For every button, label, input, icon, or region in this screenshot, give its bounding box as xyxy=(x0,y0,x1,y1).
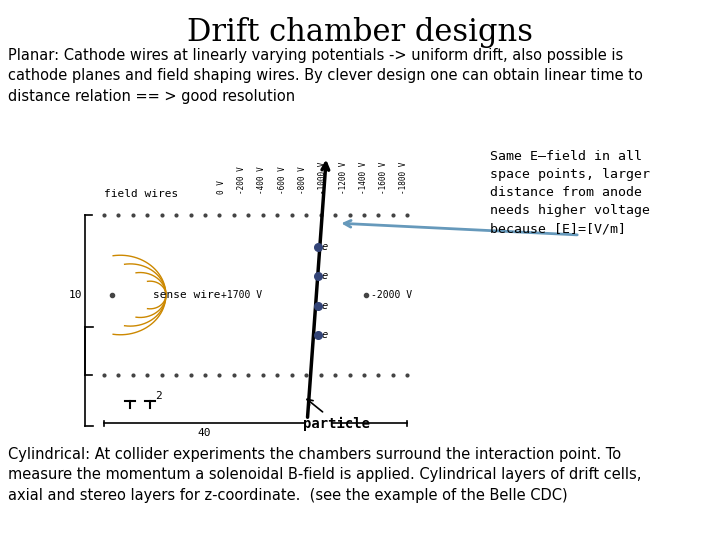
Text: Drift chamber designs: Drift chamber designs xyxy=(187,17,533,48)
Text: Planar: Cathode wires at linearly varying potentials -> uniform drift, also poss: Planar: Cathode wires at linearly varyin… xyxy=(8,48,643,104)
Text: -1800 V: -1800 V xyxy=(400,161,408,194)
Text: particle: particle xyxy=(303,399,371,430)
Text: e: e xyxy=(322,272,328,281)
Text: +1700 V: +1700 V xyxy=(221,290,262,300)
Text: 0 V: 0 V xyxy=(217,180,225,194)
Text: -200 V: -200 V xyxy=(237,166,246,194)
Text: e: e xyxy=(322,301,328,310)
Text: -400 V: -400 V xyxy=(257,166,266,194)
Text: e: e xyxy=(322,242,328,252)
Text: -2000 V: -2000 V xyxy=(371,290,412,300)
Text: field wires: field wires xyxy=(104,189,178,199)
Text: 2: 2 xyxy=(156,391,162,401)
Text: Cylindrical: At collider experiments the chambers surround the interaction point: Cylindrical: At collider experiments the… xyxy=(8,447,642,503)
Text: -1000 V: -1000 V xyxy=(318,161,327,194)
Text: -1600 V: -1600 V xyxy=(379,161,388,194)
Text: sense wire: sense wire xyxy=(153,290,220,300)
Text: -600 V: -600 V xyxy=(277,166,287,194)
Text: Same E–field in all
space points, larger
distance from anode
needs higher voltag: Same E–field in all space points, larger… xyxy=(490,150,650,235)
Text: e: e xyxy=(322,330,328,340)
Text: 40: 40 xyxy=(197,428,210,438)
Text: -1400 V: -1400 V xyxy=(359,161,368,194)
Text: -1200 V: -1200 V xyxy=(338,161,348,194)
Text: -800 V: -800 V xyxy=(298,166,307,194)
Text: 10: 10 xyxy=(69,290,83,300)
